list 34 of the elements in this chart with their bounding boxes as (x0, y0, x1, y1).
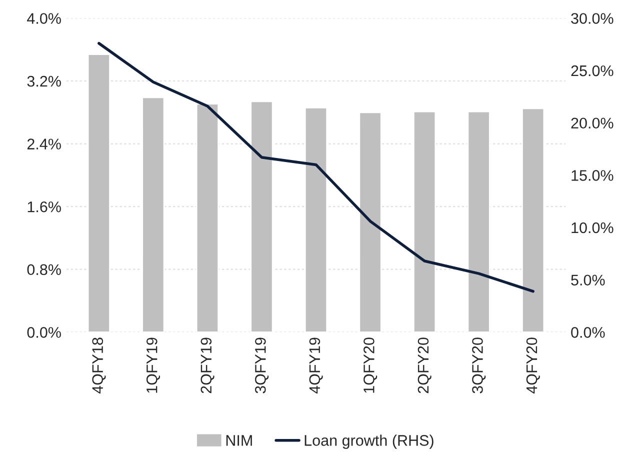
y2-tick-label: 0.0% (571, 327, 605, 338)
legend-label: NIM (226, 435, 252, 446)
legend-label: Loan growth (RHS) (304, 434, 434, 449)
bar (304, 106, 328, 332)
y2-tick-label: 5.0% (571, 274, 605, 286)
y2-tick-label: 20.0% (571, 118, 614, 129)
y-tick-label: 3.2% (27, 76, 61, 87)
x-tick-label: 1QFY20 (364, 338, 378, 393)
y2-tick-label: 10.0% (572, 222, 614, 234)
y2-tick-label: 15.0% (572, 170, 614, 181)
x-tick-label: 4QFY19 (309, 338, 323, 394)
bar (358, 112, 382, 332)
y-tick-label: 2.4% (27, 138, 61, 150)
x-tick-label: 2QFY19 (200, 338, 214, 394)
bar (196, 103, 220, 332)
y-tick-label: 4.0% (27, 13, 61, 24)
line-series (98, 42, 534, 293)
x-tick-label: 3QFY20 (472, 338, 486, 394)
y-tick-label: 1.6% (28, 201, 61, 212)
bar (87, 54, 110, 332)
bar (412, 110, 436, 332)
bar (467, 110, 490, 332)
y-tick-label: 0.0% (27, 327, 61, 338)
bar (142, 96, 165, 332)
bar (250, 100, 274, 332)
y-tick-label: 0.8% (27, 264, 61, 276)
bar (522, 108, 545, 332)
y2-tick-label: 30.0% (571, 13, 614, 24)
x-tick-label: 4QFY20 (526, 338, 540, 394)
x-tick-label: 3QFY19 (255, 338, 269, 394)
x-tick-label: 4QFY18 (92, 338, 106, 394)
y2-tick-label: 25.0% (571, 65, 614, 76)
x-tick-label: 2QFY20 (418, 338, 432, 394)
x-tick-label: 1QFY19 (146, 338, 160, 393)
